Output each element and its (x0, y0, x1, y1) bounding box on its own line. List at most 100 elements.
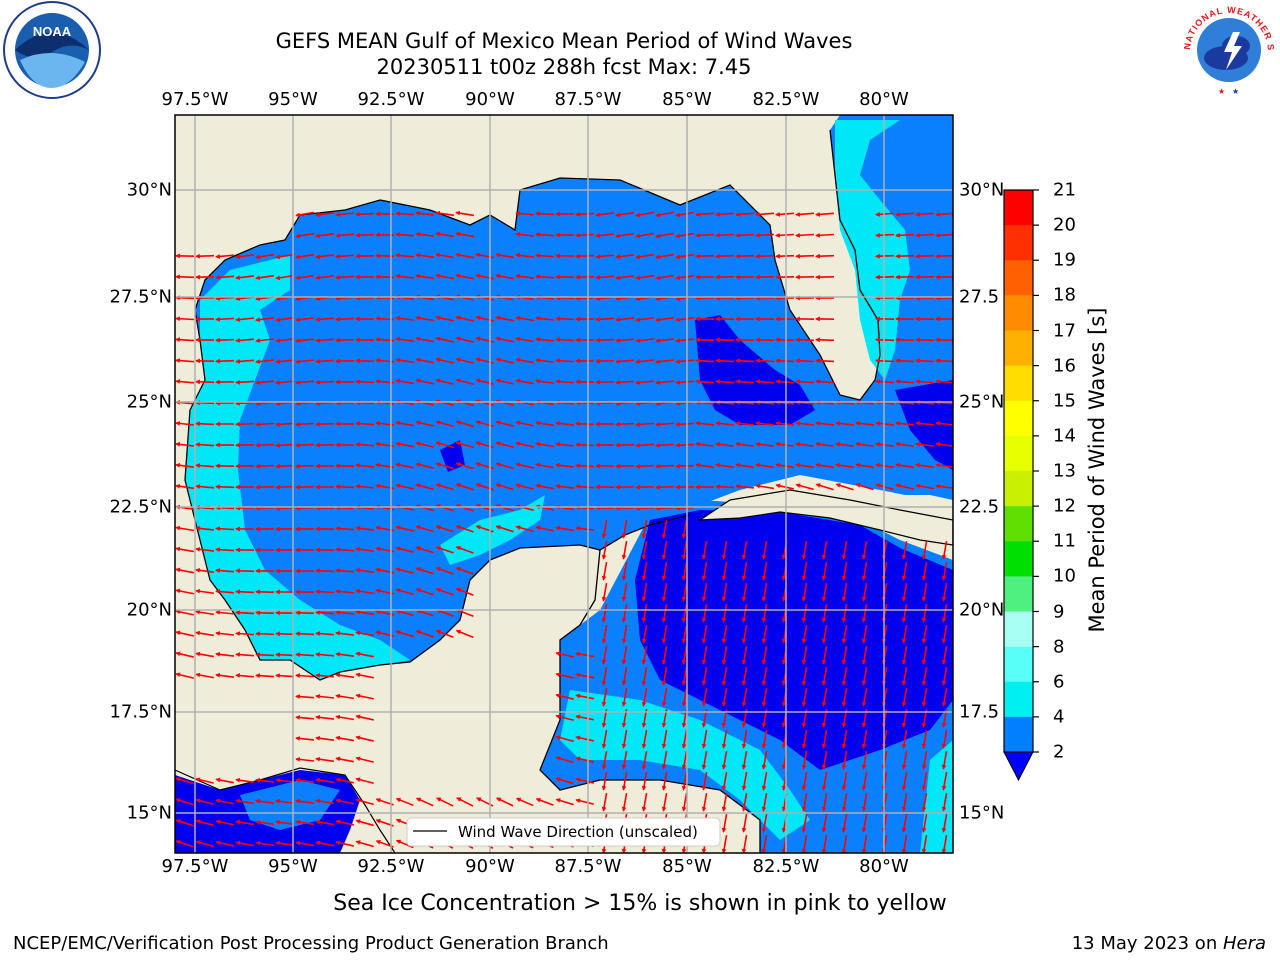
wind-arrow (841, 603, 848, 623)
wind-arrow (455, 231, 475, 238)
wind-arrow (175, 274, 195, 280)
wind-arrow (675, 442, 695, 448)
wind-arrow (715, 253, 735, 259)
wind-arrow (295, 442, 315, 448)
wind-arrow (535, 441, 555, 448)
wind-arrow (915, 232, 935, 238)
wind-arrow (735, 253, 755, 259)
wind-arrow (901, 729, 908, 749)
colorbar-segment (1004, 400, 1033, 437)
dark-blue-east-gulf (695, 315, 815, 425)
colorbar-segment (1004, 716, 1033, 753)
wind-arrow (761, 771, 768, 791)
wind-arrow (435, 231, 455, 238)
wind-arrow (895, 379, 915, 385)
wind-arrow (395, 525, 414, 532)
wind-arrow (195, 630, 215, 637)
wind-arrow (635, 380, 655, 385)
wind-arrow (621, 624, 628, 644)
wind-arrow (861, 834, 868, 853)
wind-arrow (701, 582, 708, 602)
wind-arrow (601, 666, 608, 686)
wind-arrow (655, 317, 675, 323)
wind-arrow (335, 233, 355, 238)
wind-arrow (295, 463, 315, 469)
wind-arrow (195, 547, 215, 552)
wind-arrow (595, 505, 615, 511)
wind-arrow (295, 211, 315, 218)
wind-arrow (641, 792, 648, 812)
wind-arrow (575, 798, 594, 805)
lat-tick-label-left: 17.5°N (109, 701, 172, 723)
wind-arrow (875, 421, 895, 426)
wind-arrow (515, 441, 534, 448)
wind-arrow (195, 840, 214, 848)
wind-arrow (515, 232, 535, 237)
wind-arrow (295, 777, 315, 783)
wind-arrow (215, 275, 235, 280)
wind-arrow (435, 546, 454, 554)
wind-arrow (395, 609, 414, 617)
wind-arrow (821, 666, 828, 686)
dark-blue-caribbean (635, 510, 953, 770)
wind-arrow (295, 484, 315, 490)
wind-arrow (255, 652, 275, 658)
wind-arrow (915, 358, 935, 364)
wind-arrow (941, 771, 948, 791)
wind-arrow (741, 582, 748, 602)
wind-arrow (635, 359, 655, 364)
wind-arrow (415, 567, 434, 575)
wind-arrow (335, 337, 355, 343)
wind-arrow (941, 666, 948, 686)
svg-text:★: ★ (1218, 87, 1225, 96)
wind-arrow (861, 687, 868, 707)
wind-arrow (761, 624, 768, 644)
wind-arrow (655, 232, 675, 239)
wind-arrow (855, 421, 875, 426)
wind-arrow (395, 588, 414, 596)
wind-arrow (395, 274, 415, 279)
wind-arrow (861, 771, 868, 791)
wind-arrow (315, 673, 335, 678)
wind-arrow (275, 505, 295, 511)
wind-arrow (621, 561, 628, 581)
wind-arrow (435, 252, 455, 259)
wind-arrow (621, 645, 628, 665)
wind-arrow (801, 603, 808, 623)
wind-arrow (335, 316, 355, 322)
lon-tick-label-bottom: 90°W (465, 856, 515, 877)
wind-arrow (555, 337, 575, 343)
wind-arrow (335, 840, 354, 847)
wind-arrow (755, 441, 775, 447)
wind-arrow (855, 441, 875, 447)
wind-arrow (921, 666, 928, 686)
wind-arrow (435, 504, 454, 512)
wind-arrow (415, 797, 434, 807)
wind-arrow (915, 441, 935, 447)
wind-arrow (801, 624, 808, 644)
wind-arrow (575, 421, 595, 427)
wind-arrow (435, 567, 454, 575)
wind-arrow (415, 609, 434, 617)
wind-arrow (915, 253, 935, 259)
wind-arrow (295, 715, 315, 720)
wind-arrow (775, 441, 795, 447)
wind-arrow (601, 561, 608, 581)
wind-arrow (941, 813, 948, 833)
wind-arrow (935, 211, 953, 217)
wind-arrow (295, 673, 315, 679)
colorbar-tick-label: 6 (1053, 671, 1065, 693)
wind-arrow (895, 211, 915, 217)
wind-arrow (641, 519, 648, 539)
wind-arrow (601, 645, 608, 665)
wind-arrow (681, 771, 688, 791)
wind-arrow (921, 792, 928, 812)
wind-arrow (675, 359, 695, 364)
wind-arrow (435, 357, 454, 364)
wind-arrow (515, 315, 535, 322)
wind-arrow (875, 253, 895, 259)
wind-arrow (455, 462, 474, 470)
wind-arrow (621, 687, 628, 707)
wind-arrow (535, 797, 554, 806)
lat-tick-label-right: 22.5 (959, 496, 1000, 518)
